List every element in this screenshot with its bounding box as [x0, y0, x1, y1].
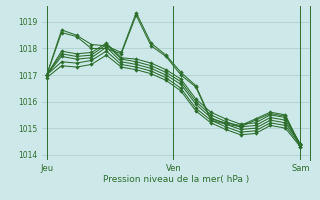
- X-axis label: Pression niveau de la mer( hPa ): Pression niveau de la mer( hPa ): [103, 175, 249, 184]
